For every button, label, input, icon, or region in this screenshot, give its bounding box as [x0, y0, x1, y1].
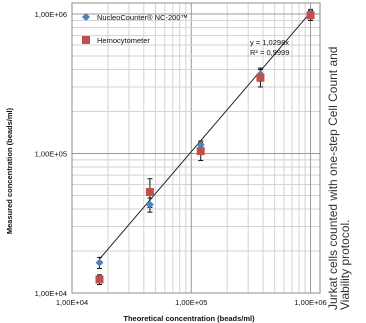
hemocytometer-point	[256, 73, 265, 82]
hemocytometer-point	[145, 187, 154, 196]
legend-label-hemocytometer: Hemocytometer	[97, 36, 150, 45]
data-marks	[95, 8, 315, 286]
legend: NucleoCounter® NC-200™ Hemocytometer	[82, 13, 188, 45]
hemocytometer-point	[196, 147, 205, 156]
x-tick-label: 1,00E+04	[56, 298, 88, 307]
nc200-point	[145, 200, 154, 209]
tick-labels: 1,00E+04 1,00E+05 1,00E+06 1,00E+04 1,00E+05…	[35, 10, 327, 307]
plot-frame	[71, 2, 321, 294]
x-tick-label: 1,00E+06	[294, 298, 326, 307]
hemocytometer-point	[306, 11, 315, 20]
nc200-point	[196, 141, 205, 150]
x-axis-label: Theoretical concentration (beads/ml)	[123, 314, 255, 323]
trendline-equation: y = 1,0298x	[250, 38, 289, 47]
x-tick-label: 1,00E+05	[175, 298, 207, 307]
trendline-r2: R² = 0,9999	[250, 48, 289, 57]
legend-diamond-marker	[82, 13, 90, 21]
y-tick-label: 1,00E+04	[35, 289, 67, 298]
y-tick-label: 1,00E+05	[35, 150, 67, 159]
trendline-path	[99, 11, 311, 260]
trendline	[99, 11, 311, 260]
legend-label-nc200: NucleoCounter® NC-200™	[97, 13, 188, 22]
hemocytometer-point	[95, 275, 104, 284]
legend-square-marker	[82, 36, 90, 44]
y-tick-label: 1,00E+06	[35, 10, 67, 19]
y-axis-label: Measured concentration (beads/ml)	[5, 107, 14, 234]
rotated-caption: Jurkat cells counted with one-step Cell …	[326, 46, 352, 310]
plot-area	[72, 3, 320, 293]
nc200-point	[95, 258, 104, 267]
